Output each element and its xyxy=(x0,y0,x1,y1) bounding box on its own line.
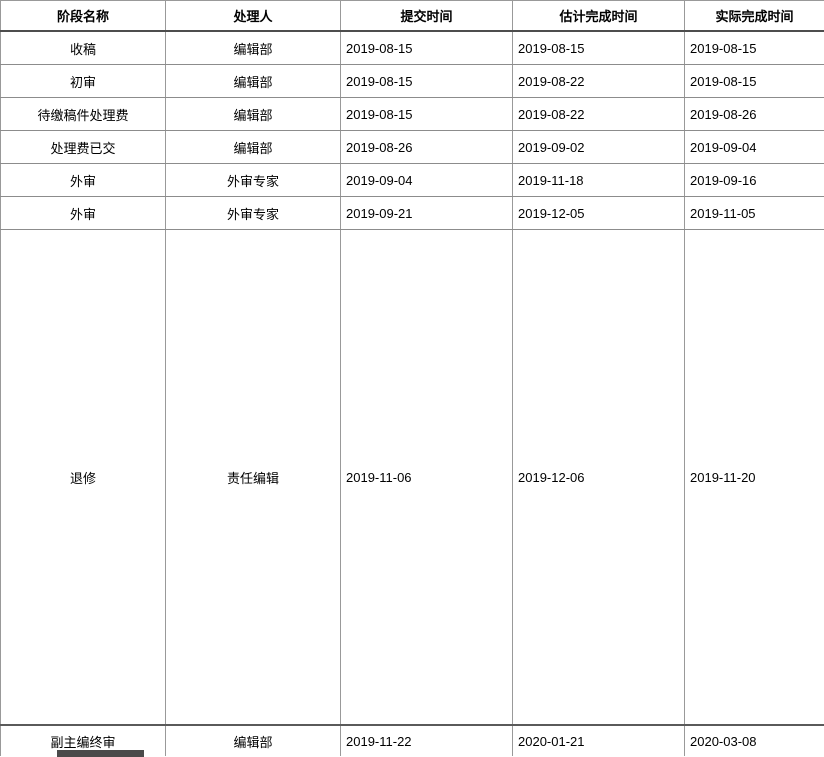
actual-time-cell: 2019-11-20 xyxy=(684,229,824,726)
actual-time-cell: 2019-09-04 xyxy=(684,130,824,164)
estimated-time-cell: 2019-11-18 xyxy=(512,163,685,197)
column-header-stage: 阶段名称 xyxy=(0,0,166,32)
estimated-time-cell: 2020-01-21 xyxy=(512,725,685,756)
handler-cell: 编辑部 xyxy=(165,725,341,756)
stage-cell: 外审 xyxy=(0,196,166,230)
stage-cell: 初审 xyxy=(0,64,166,98)
submit-time-cell: 2019-08-15 xyxy=(340,64,513,98)
actual-time-cell: 2019-08-26 xyxy=(684,97,824,131)
handler-cell: 外审专家 xyxy=(165,196,341,230)
submit-time-cell: 2019-09-21 xyxy=(340,196,513,230)
submit-time-cell: 2019-11-06 xyxy=(340,229,513,726)
estimated-time-cell: 2019-08-22 xyxy=(512,64,685,98)
submit-time-cell: 2019-08-15 xyxy=(340,97,513,131)
stage-cell: 待缴稿件处理费 xyxy=(0,97,166,131)
handler-cell: 编辑部 xyxy=(165,64,341,98)
estimated-time-cell: 2019-12-05 xyxy=(512,196,685,230)
estimated-time-cell: 2019-08-15 xyxy=(512,31,685,65)
table-row: 副主编终审 编辑部 2019-11-22 2020-01-21 2020-03-… xyxy=(0,725,824,756)
estimated-time-cell: 2019-12-06 xyxy=(512,229,685,726)
stage-cell: 收稿 xyxy=(0,31,166,65)
actual-time-cell: 2019-08-15 xyxy=(684,31,824,65)
handler-cell: 编辑部 xyxy=(165,97,341,131)
column-header-actual-time: 实际完成时间 xyxy=(684,0,824,32)
table-row: 退修 责任编辑 2019-11-06 2019-12-06 2019-11-20 xyxy=(0,229,824,726)
actual-time-cell: 2019-11-05 xyxy=(684,196,824,230)
column-header-estimated-time: 估计完成时间 xyxy=(512,0,685,32)
handler-cell: 编辑部 xyxy=(165,31,341,65)
table-row: 待缴稿件处理费 编辑部 2019-08-15 2019-08-22 2019-0… xyxy=(0,97,824,131)
estimated-time-cell: 2019-08-22 xyxy=(512,97,685,131)
table-row: 外审 外审专家 2019-09-04 2019-11-18 2019-09-16 xyxy=(0,163,824,197)
handler-cell: 责任编辑 xyxy=(165,229,341,726)
table-row: 处理费已交 编辑部 2019-08-26 2019-09-02 2019-09-… xyxy=(0,130,824,164)
column-header-handler: 处理人 xyxy=(165,0,341,32)
column-header-submit-time: 提交时间 xyxy=(340,0,513,32)
submit-time-cell: 2019-08-15 xyxy=(340,31,513,65)
submit-time-cell: 2019-08-26 xyxy=(340,130,513,164)
table-row: 初审 编辑部 2019-08-15 2019-08-22 2019-08-15 xyxy=(0,64,824,98)
actual-time-cell: 2019-08-15 xyxy=(684,64,824,98)
table-row: 收稿 编辑部 2019-08-15 2019-08-15 2019-08-15 xyxy=(0,31,824,65)
actual-time-cell: 2020-03-08 xyxy=(684,725,824,756)
submit-time-cell: 2019-11-22 xyxy=(340,725,513,756)
stage-cell: 处理费已交 xyxy=(0,130,166,164)
handler-cell: 外审专家 xyxy=(165,163,341,197)
clipped-next-row-text-fragment xyxy=(57,750,144,757)
table-body: 收稿 编辑部 2019-08-15 2019-08-15 2019-08-15 … xyxy=(0,31,824,756)
table-row: 外审 外审专家 2019-09-21 2019-12-05 2019-11-05 xyxy=(0,196,824,230)
table-header-row: 阶段名称 处理人 提交时间 估计完成时间 实际完成时间 xyxy=(0,0,824,32)
handler-cell: 编辑部 xyxy=(165,130,341,164)
submit-time-cell: 2019-09-04 xyxy=(340,163,513,197)
stage-cell: 退修 xyxy=(0,229,166,726)
stage-cell: 外审 xyxy=(0,163,166,197)
actual-time-cell: 2019-09-16 xyxy=(684,163,824,197)
estimated-time-cell: 2019-09-02 xyxy=(512,130,685,164)
